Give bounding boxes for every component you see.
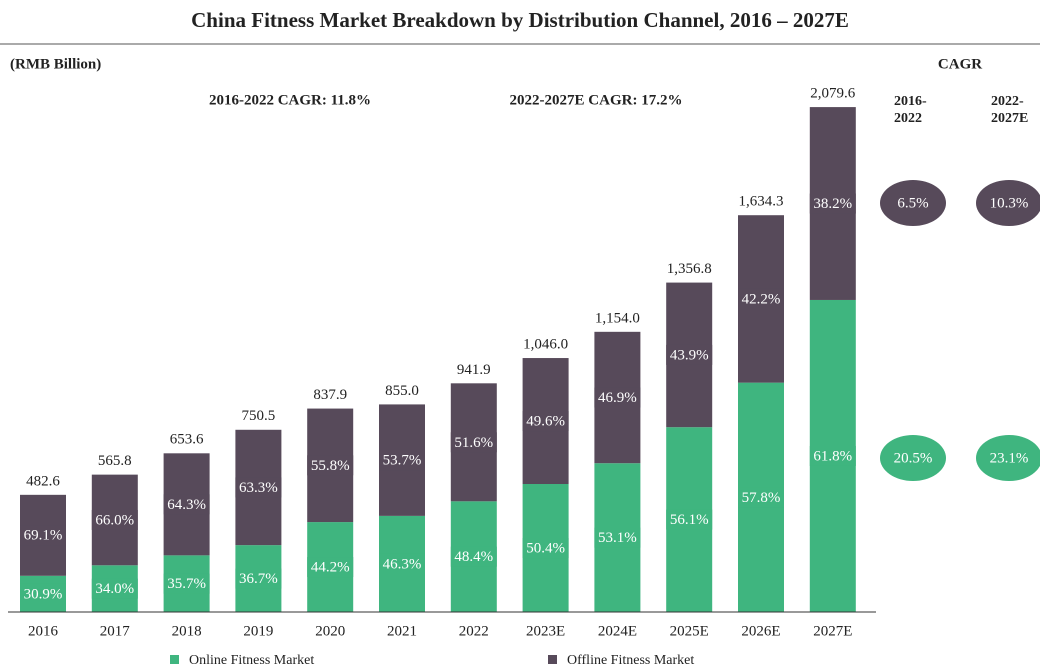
x-tick-label: 2024E	[598, 623, 637, 639]
legend-swatch	[548, 655, 557, 664]
total-label: 750.5	[242, 408, 276, 424]
x-tick-label: 2021	[387, 623, 417, 639]
total-label: 837.9	[313, 387, 347, 403]
x-tick-label: 2025E	[670, 623, 709, 639]
total-label: 941.9	[457, 362, 491, 378]
cagr-bubble	[976, 435, 1040, 481]
x-tick-label: 2016	[28, 623, 59, 639]
cagr-header: CAGR	[938, 56, 982, 72]
x-tick-label: 2023E	[526, 623, 565, 639]
data-label: 57.8%	[742, 490, 781, 506]
label-box	[20, 525, 66, 546]
data-label: 42.2%	[742, 291, 781, 307]
cagr-bubble	[976, 180, 1040, 226]
data-label: 63.3%	[239, 480, 278, 496]
total-label: 1,356.8	[667, 261, 712, 277]
unit-label: (RMB Billion)	[10, 56, 101, 72]
data-label: 48.4%	[454, 549, 493, 565]
x-tick-label: 2022	[459, 623, 489, 639]
label-box	[738, 487, 784, 508]
chart-title: China Fitness Market Breakdown by Distri…	[191, 8, 849, 32]
data-label: 61.8%	[813, 448, 852, 464]
legend-swatch	[170, 655, 179, 664]
total-label: 653.6	[170, 432, 204, 448]
data-label: 43.9%	[670, 347, 709, 363]
label-box	[594, 527, 641, 548]
x-tick-label: 2017	[100, 623, 131, 639]
label-box	[450, 432, 497, 453]
total-label: 855.0	[385, 383, 419, 399]
annotation: 2022-2027E CAGR: 17.2%	[510, 92, 683, 108]
data-label: 30.9%	[24, 586, 63, 602]
cagr-value: 20.5%	[894, 450, 933, 466]
data-label: 38.2%	[813, 196, 852, 212]
total-label: 1,634.3	[739, 194, 784, 210]
cagr-column: 2022-2027E	[991, 94, 1029, 126]
label-box	[379, 450, 425, 471]
label-box	[809, 193, 856, 214]
label-box	[738, 288, 784, 309]
label-box	[307, 557, 354, 578]
data-label: 55.8%	[311, 458, 350, 474]
data-label: 36.7%	[239, 571, 278, 587]
label-box	[91, 578, 138, 599]
legend-label: Offline Fitness Market	[567, 653, 694, 668]
label-box	[450, 546, 497, 567]
label-box	[235, 568, 282, 589]
data-label: 53.7%	[383, 453, 422, 469]
data-label: 51.6%	[454, 435, 493, 451]
label-box	[20, 583, 66, 604]
data-label: 34.0%	[95, 581, 134, 597]
cagr-bubble	[880, 435, 946, 481]
x-tick-label: 2020	[315, 623, 345, 639]
label-box	[666, 344, 713, 365]
annotation: 2016-2022 CAGR: 11.8%	[209, 92, 371, 108]
data-label: 64.3%	[167, 497, 206, 513]
total-label: 482.6	[26, 473, 60, 489]
cagr-value: 6.5%	[897, 195, 928, 211]
label-box	[379, 553, 425, 574]
data-label: 44.2%	[311, 559, 350, 575]
data-label: 69.1%	[24, 528, 63, 544]
total-label: 565.8	[98, 453, 132, 469]
x-tick-label: 2026E	[741, 623, 780, 639]
data-label: 46.3%	[383, 556, 422, 572]
total-label: 1,154.0	[595, 310, 640, 326]
label-box	[522, 538, 569, 559]
data-label: 66.0%	[95, 512, 134, 528]
data-label: 53.1%	[598, 530, 637, 546]
total-label: 2,079.6	[810, 86, 856, 102]
label-box	[809, 445, 856, 466]
label-box	[163, 573, 210, 594]
x-tick-label: 2019	[243, 623, 273, 639]
label-box	[666, 509, 713, 530]
cagr-column: 2016-2022	[894, 94, 927, 126]
data-label: 46.9%	[598, 390, 637, 406]
label-box	[91, 509, 138, 530]
total-label: 1,046.0	[523, 336, 568, 352]
data-label: 49.6%	[526, 413, 565, 429]
label-box	[163, 494, 210, 515]
label-box	[594, 387, 641, 408]
data-label: 56.1%	[670, 512, 709, 528]
legend-label: Online Fitness Market	[189, 653, 314, 668]
label-box	[235, 477, 282, 498]
data-label: 35.7%	[167, 576, 206, 592]
label-box	[307, 455, 354, 476]
label-box	[522, 411, 569, 432]
cagr-value: 23.1%	[990, 450, 1029, 466]
x-tick-label: 2018	[172, 623, 202, 639]
cagr-bubble	[880, 180, 946, 226]
data-label: 50.4%	[526, 540, 565, 556]
x-tick-label: 2027E	[813, 623, 852, 639]
cagr-value: 10.3%	[990, 195, 1029, 211]
